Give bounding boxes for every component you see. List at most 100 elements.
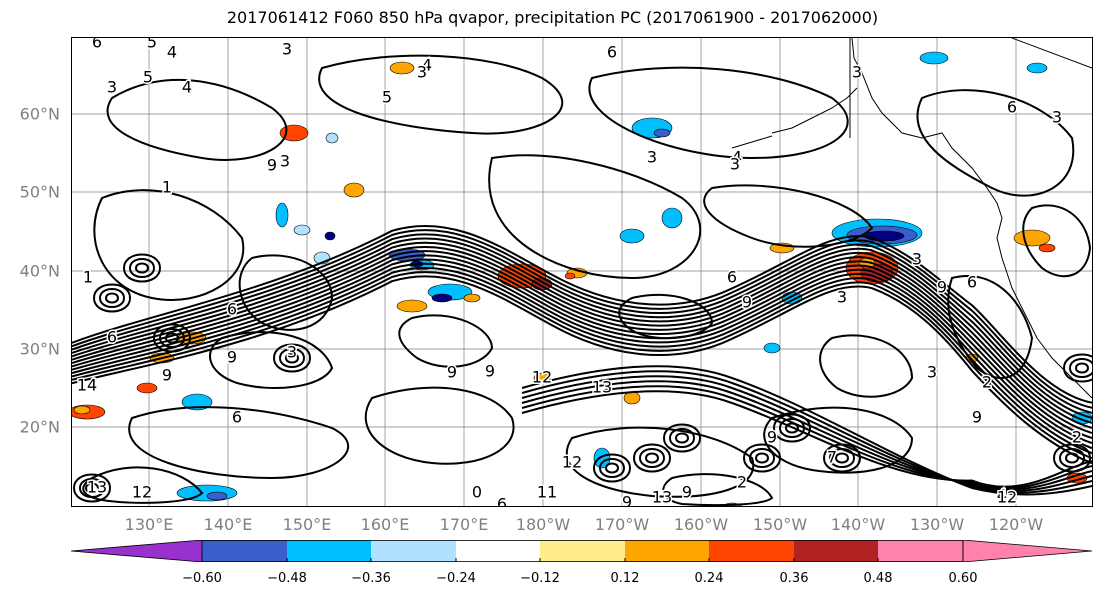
shading-cell bbox=[176, 484, 238, 502]
colorbar-segment bbox=[456, 540, 540, 562]
contour-line bbox=[604, 462, 620, 474]
contour-line bbox=[209, 331, 334, 389]
contour-line bbox=[72, 250, 1092, 434]
contour-label: 9 bbox=[972, 408, 982, 427]
contour-label: 2 bbox=[1072, 428, 1082, 447]
colorbar-segment bbox=[202, 540, 287, 562]
contour-label: 1 bbox=[162, 178, 172, 197]
shading-cell bbox=[324, 231, 336, 241]
contour-line bbox=[521, 370, 1092, 494]
contour-label: 13 bbox=[652, 488, 672, 507]
contour-label: 9 bbox=[267, 156, 277, 175]
shading-cell bbox=[325, 132, 339, 144]
contour-line bbox=[632, 443, 672, 473]
contour-line bbox=[72, 224, 1092, 404]
shading-cell bbox=[661, 207, 683, 229]
shading-cell bbox=[623, 391, 641, 405]
longitude-label: 170°E bbox=[439, 515, 489, 534]
contour-label: 2 bbox=[982, 373, 992, 392]
contour-label: 3 bbox=[647, 148, 657, 167]
shading-cell bbox=[206, 491, 228, 501]
contour-line bbox=[122, 253, 162, 283]
contour-line bbox=[521, 390, 1092, 488]
contour-line bbox=[778, 418, 806, 438]
contour-line bbox=[588, 66, 849, 160]
colorbar bbox=[70, 539, 1093, 563]
shading-cell bbox=[564, 272, 576, 280]
contour-label: 9 bbox=[622, 493, 632, 507]
shading-cell bbox=[1026, 62, 1048, 74]
contour-line bbox=[488, 154, 702, 280]
contour-line bbox=[772, 413, 812, 443]
contour-label: 1 bbox=[83, 268, 93, 287]
contour-label: 6 bbox=[1007, 98, 1017, 117]
contour-line bbox=[106, 78, 288, 161]
longitude-label: 130°W bbox=[909, 515, 965, 534]
contour-line bbox=[662, 423, 702, 453]
contour-line bbox=[284, 352, 300, 364]
shading-cell bbox=[763, 342, 781, 354]
colorbar-segment bbox=[709, 540, 794, 562]
contour-label: 12 bbox=[997, 488, 1017, 507]
contour-label: 3 bbox=[730, 155, 740, 174]
contour-line bbox=[565, 426, 755, 498]
contour-label: 6 bbox=[227, 300, 237, 319]
contour-line bbox=[521, 385, 1092, 490]
contour-label: 6 bbox=[232, 408, 242, 427]
contour-label: 9 bbox=[485, 362, 495, 381]
contour-label: 3 bbox=[837, 288, 847, 307]
contour-line bbox=[662, 473, 774, 506]
contour-label: 13 bbox=[87, 478, 107, 497]
contour-line bbox=[272, 343, 312, 373]
contour-line bbox=[1058, 448, 1086, 468]
colorbar-tick-label: −0.60 bbox=[182, 571, 222, 586]
shading-cell bbox=[293, 224, 311, 236]
contour-label: 3 bbox=[852, 63, 862, 82]
longitude-label: 150°E bbox=[282, 515, 332, 534]
contour-line bbox=[638, 448, 666, 468]
longitude-label: 120°W bbox=[988, 515, 1044, 534]
contour-label: 6 bbox=[967, 273, 977, 292]
contour-label: 3 bbox=[282, 40, 292, 59]
contour-line bbox=[592, 453, 632, 483]
longitude-label: 170°W bbox=[594, 515, 650, 534]
shading-cell bbox=[463, 293, 481, 303]
colorbar-frame bbox=[201, 540, 964, 562]
contour-line bbox=[784, 422, 800, 434]
longitude-label: 150°W bbox=[752, 515, 808, 534]
contour-line bbox=[618, 293, 714, 340]
contour-line bbox=[128, 258, 156, 278]
colorbar-tick-label: −0.48 bbox=[267, 571, 307, 586]
contour-label: 9 bbox=[767, 428, 777, 447]
contour-line bbox=[521, 380, 1092, 491]
longitude-label: 140°E bbox=[203, 515, 253, 534]
contour-line bbox=[72, 254, 1092, 439]
contour-label: 12 bbox=[562, 453, 582, 472]
contour-label: 9 bbox=[937, 278, 947, 297]
contour-line bbox=[916, 89, 1075, 197]
contour-label: 3 bbox=[927, 363, 937, 382]
contour-label: 3 bbox=[280, 152, 290, 171]
contour-line bbox=[1022, 204, 1092, 278]
contour-line bbox=[72, 271, 1092, 460]
contour-label: 9 bbox=[227, 348, 237, 367]
shading-cell bbox=[531, 277, 553, 291]
contour-line bbox=[947, 275, 1034, 379]
colorbar-low-extend bbox=[70, 539, 203, 563]
contour-line bbox=[318, 54, 564, 135]
colorbar-segment bbox=[371, 540, 456, 562]
contour-label: 2 bbox=[737, 473, 747, 492]
contour-line bbox=[748, 448, 776, 468]
contour-line bbox=[398, 314, 494, 368]
shading-cell bbox=[396, 299, 428, 313]
contour-label: 5 bbox=[382, 88, 392, 107]
contour-line bbox=[819, 334, 914, 398]
contour-line bbox=[521, 375, 1092, 492]
map-panel: 6 5 4 3 4 4 6 5 3 6 3 4 3 3 3 6 1 9 6 3 1 3 6 6 9 3 9 6 3 2 3 2 13 12 14 9 9… bbox=[71, 37, 1093, 507]
contour-line bbox=[1074, 362, 1090, 374]
contour-label: 6 bbox=[92, 38, 102, 52]
contour-line bbox=[104, 292, 120, 304]
contour-label: 4 bbox=[167, 43, 177, 62]
shading-cell bbox=[1038, 243, 1056, 253]
